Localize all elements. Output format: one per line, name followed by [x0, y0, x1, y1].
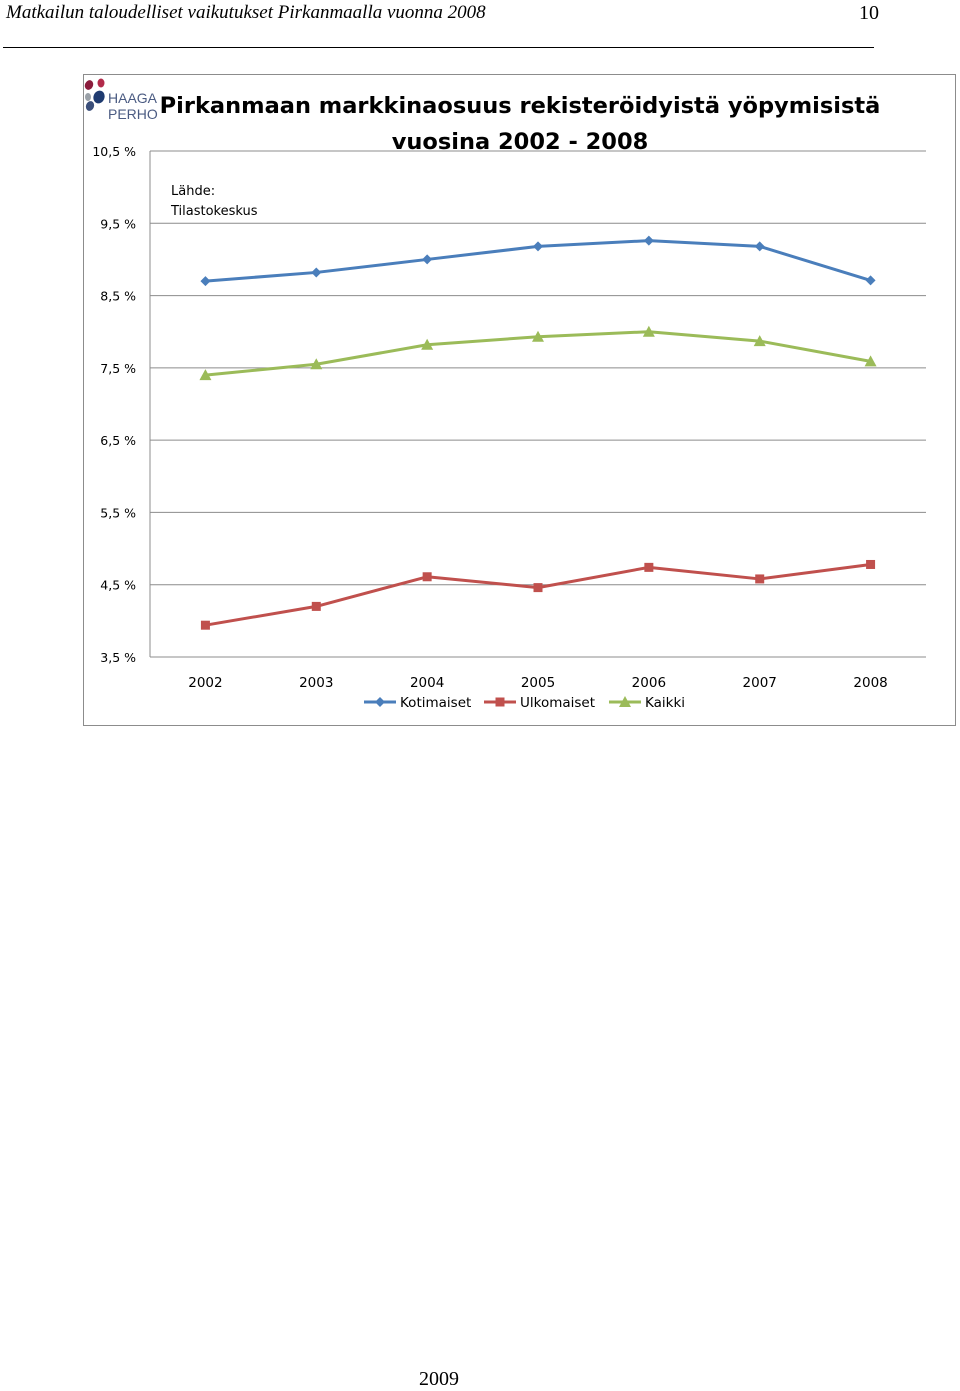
data-point-ulkomaiset-2002: [200, 620, 210, 630]
data-point-ulkomaiset-2005: [533, 583, 543, 593]
y-tick-label-6: 4,5 %: [100, 578, 136, 593]
data-point-ulkomaiset-2004: [422, 572, 432, 582]
header-divider: [3, 47, 874, 48]
data-point-ulkomaiset-2006: [644, 562, 654, 572]
logo-dot-1: [84, 80, 94, 90]
chart-title-line1: Pirkanmaan markkinaosuus rekisteröidyist…: [160, 93, 881, 119]
x-tick-label-2005: 2005: [521, 675, 555, 691]
data-point-ulkomaiset-2003: [311, 601, 321, 611]
legend-marker-kaikki: [619, 696, 631, 707]
data-point-ulkomaiset-2008: [866, 559, 876, 569]
page-number: 10: [859, 2, 879, 24]
data-point-kotimaiset-2003: [311, 267, 322, 278]
data-point-kaikki-2005: [532, 330, 544, 342]
data-point-kotimaiset-2005: [533, 241, 543, 252]
logo-dot-3: [85, 93, 91, 101]
x-tick-label-2003: 2003: [299, 675, 333, 691]
source-label: Lähde:: [171, 184, 215, 199]
y-tick-label-4: 6,5 %: [100, 433, 136, 448]
x-tick-label-2006: 2006: [632, 675, 666, 691]
data-point-ulkomaiset-2007: [755, 574, 765, 584]
plot-area: 10,5 % 9,5 % 8,5 % 7,5 % 6,5 % 5,5 % 4,5 % 3,5 …: [92, 144, 926, 711]
data-point-kaikki-2003: [310, 358, 323, 370]
legend-label-ulkomaiset: Ulkomaiset: [520, 695, 595, 711]
legend-marker-kotimaiset: [375, 697, 385, 707]
logo-dot-2: [93, 90, 105, 104]
data-point-kotimaiset-2004: [422, 254, 433, 265]
x-tick-label-2002: 2002: [188, 675, 222, 691]
data-point-kotimaiset-2006: [643, 235, 654, 246]
chart-frame: HAAGA PERHO Pirkanmaan markkinaosuus rek…: [83, 74, 956, 726]
data-point-kotimaiset-2007: [754, 241, 765, 252]
footer-year: 2009: [419, 1368, 459, 1390]
y-tick-label-2: 8,5 %: [100, 289, 136, 304]
data-point-kaikki-2002: [199, 369, 212, 381]
haaga-perho-logo: HAAGA PERHO: [84, 78, 158, 122]
y-tick-label-0: 10,5 %: [92, 144, 136, 159]
data-point-kaikki-2008: [864, 355, 877, 367]
x-tick-label-2007: 2007: [743, 675, 777, 691]
data-point-kotimaiset-2008: [865, 275, 876, 286]
y-tick-label-3: 7,5 %: [100, 361, 136, 376]
data-point-kaikki-2007: [753, 335, 766, 347]
data-point-kaikki-2004: [421, 338, 434, 350]
x-tick-label-2008: 2008: [853, 675, 887, 691]
legend-label-kaikki: Kaikki: [645, 695, 685, 711]
y-tick-label-5: 5,5 %: [100, 505, 136, 520]
y-tick-label-7: 3,5 %: [100, 650, 136, 665]
data-point-kotimaiset-2002: [200, 276, 211, 287]
source-name: Tilastokeskus: [170, 204, 258, 219]
logo-dot-4: [85, 101, 95, 111]
legend-label-kotimaiset: Kotimaiset: [400, 695, 471, 711]
logo-text-line1: HAAGA: [108, 90, 158, 106]
document-title: Matkailun taloudelliset vaikutukset Pirk…: [6, 2, 486, 23]
data-point-kaikki-2006: [642, 325, 655, 337]
line-chart: HAAGA PERHO Pirkanmaan markkinaosuus rek…: [84, 78, 926, 711]
series-line-ulkomaiset: [205, 562, 871, 627]
legend-marker-ulkomaiset: [495, 697, 505, 707]
x-tick-label-2004: 2004: [410, 675, 444, 691]
y-tick-label-1: 9,5 %: [100, 216, 136, 231]
logo-text-line2: PERHO: [108, 106, 158, 122]
logo-dot-5: [97, 78, 105, 88]
